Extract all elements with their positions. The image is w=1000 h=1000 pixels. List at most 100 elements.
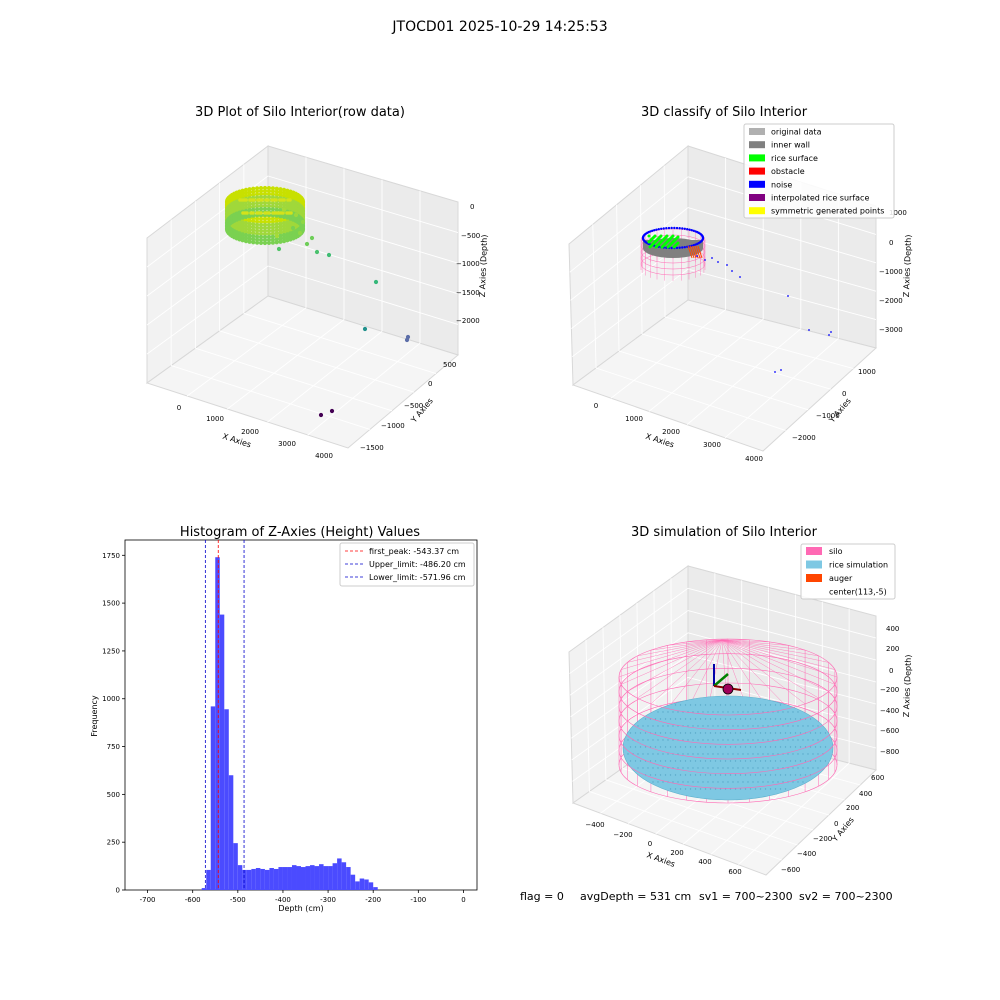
- raw-point: [285, 238, 290, 243]
- rice-sim-point: [719, 774, 722, 776]
- panel3-y-ticks: 0 250 500 750 1000 1250 1500 1750: [102, 552, 125, 895]
- histogram-bar: [255, 868, 261, 890]
- rice-sim-point: [684, 746, 687, 748]
- raw-point: [248, 198, 252, 202]
- silo-ring-front: [618, 676, 838, 716]
- rice-sim-point: [702, 711, 704, 713]
- classify-legend-swatch: [749, 180, 765, 188]
- raw-point: [251, 204, 256, 209]
- raw-point: [300, 219, 306, 225]
- panel1-ytick: −500: [404, 402, 423, 410]
- rice-sim-point: [739, 774, 742, 776]
- rice-sim-point: [677, 753, 679, 755]
- panel2-floor-pane: [571, 299, 878, 452]
- rice-surface-point: [669, 242, 673, 246]
- histogram-bar: [305, 866, 311, 890]
- raw-point: [278, 193, 283, 198]
- rice-sim-point: [739, 718, 742, 720]
- rice-sim-point: [714, 732, 717, 734]
- raw-point: [281, 227, 287, 232]
- rice-sim-point: [642, 753, 644, 755]
- pane-gridline: [602, 627, 607, 780]
- rice-sim-point: [742, 725, 744, 727]
- silo-roof-spoke: [721, 639, 806, 705]
- raw-point: [243, 214, 249, 219]
- rice-sim-point: [744, 704, 747, 706]
- raw-point: [285, 232, 290, 237]
- silo-roof-spoke: [667, 639, 723, 646]
- raw-point: [254, 201, 260, 206]
- rice-sim-point: [742, 711, 744, 713]
- rice-sim-point: [662, 725, 664, 727]
- histogram-bar: [282, 867, 288, 890]
- rice-sim-point: [772, 753, 774, 755]
- silo-ring-front: [618, 735, 838, 774]
- panel3-legend-entries: first_peak: -543.37 cm Upper_limit: -486.…: [345, 547, 466, 582]
- rice-sim-point: [712, 781, 714, 783]
- rice-sim-point: [644, 718, 647, 720]
- raw-point: [262, 231, 268, 237]
- raw-point: [314, 249, 320, 255]
- raw-point: [251, 213, 256, 218]
- rice-sim-point: [669, 718, 672, 720]
- classify-legend-label: noise: [771, 180, 792, 189]
- raw-point: [270, 231, 276, 236]
- rice-sim-point: [732, 739, 734, 741]
- rice-sim-point: [734, 774, 737, 776]
- rice-sim-point: [737, 781, 739, 783]
- rice-sim-point: [737, 739, 739, 741]
- pane-gridline: [195, 347, 393, 412]
- raw-point: [278, 233, 283, 238]
- noise-point: [701, 235, 705, 239]
- rice-sim-point: [717, 753, 719, 755]
- histogram-bar: [355, 881, 360, 890]
- rice-sim-point: [709, 746, 712, 748]
- histogram-ytick-label: 250: [107, 839, 120, 847]
- rice-sim-point: [789, 718, 792, 720]
- rice-sim-point: [692, 739, 694, 741]
- rice-sim-point: [724, 746, 727, 748]
- raw-point: [270, 201, 276, 206]
- raw-point: [243, 236, 249, 241]
- panel4-ztick: 0: [889, 667, 893, 675]
- classify-legend-swatch: [749, 167, 765, 175]
- rice-sim-point: [677, 781, 679, 783]
- panel1-floor-pane: [145, 295, 460, 449]
- rice-sim-point: [759, 704, 762, 706]
- rice-sim-point: [774, 788, 777, 790]
- panel2-zlabel: Z Axies (Depth): [902, 234, 913, 297]
- rice-sim-point: [784, 732, 787, 734]
- noise-point: [667, 226, 671, 230]
- rice-sim-point: [747, 753, 749, 755]
- raw-point: [274, 237, 279, 242]
- rice-sim-point: [647, 725, 649, 727]
- raw-point: [270, 225, 276, 230]
- raw-point: [243, 187, 249, 192]
- raw-point: [278, 190, 283, 195]
- raw-point: [281, 190, 287, 195]
- rice-sim-point: [787, 725, 789, 727]
- rice-sim-point: [717, 767, 719, 769]
- raw-point: [266, 237, 272, 243]
- noise-point: [655, 228, 658, 231]
- rice-sim-point: [727, 753, 729, 755]
- rice-sim-point: [662, 753, 664, 755]
- rice-sim-point: [797, 781, 799, 783]
- panel1-xtick: 4000: [315, 452, 333, 460]
- rice-sim-point: [747, 725, 749, 727]
- simulation-legend-swatch: [806, 560, 822, 569]
- rice-sim-point: [739, 704, 742, 706]
- rice-sim-point: [754, 718, 757, 720]
- rice-sim-point: [767, 739, 769, 741]
- rice-sim-point: [684, 704, 687, 706]
- rice-sim-point: [714, 774, 717, 776]
- rice-sim-point: [764, 718, 767, 720]
- raw-point: [270, 228, 276, 233]
- rice-surface-point: [654, 245, 658, 249]
- rice-sim-point: [704, 774, 707, 776]
- rice-sim-point: [799, 732, 802, 734]
- rice-sim-point: [689, 704, 692, 706]
- histogram-bar: [278, 867, 283, 890]
- raw-point: [254, 192, 260, 197]
- raw-point: [254, 219, 260, 224]
